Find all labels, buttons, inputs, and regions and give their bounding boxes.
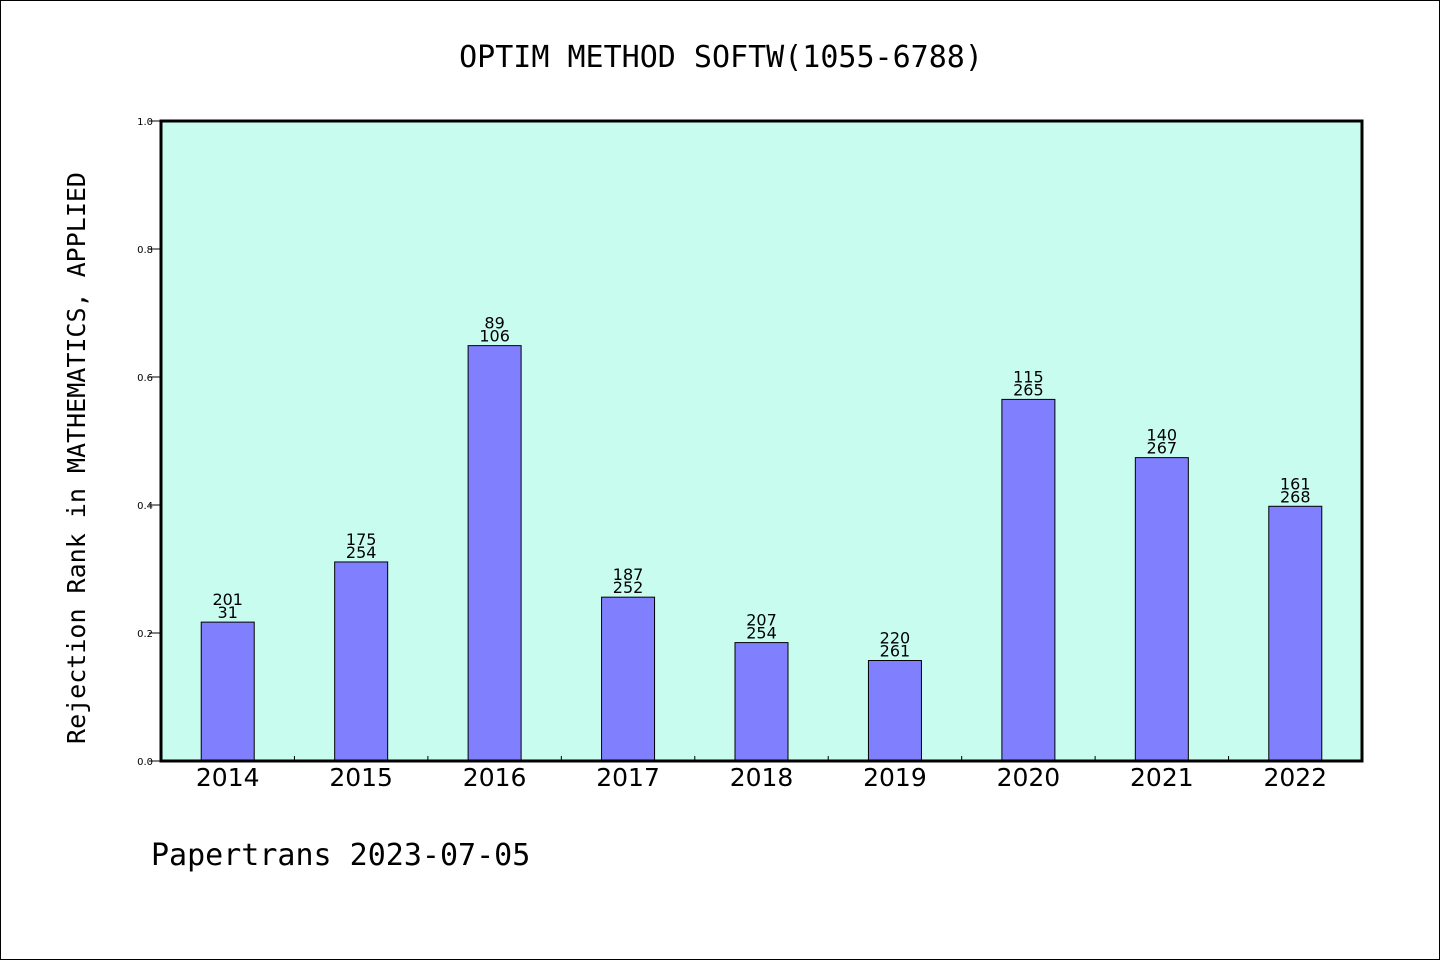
x-tick-label: 2017 bbox=[596, 763, 660, 792]
bar-label-bottom: 265 bbox=[1013, 380, 1044, 399]
y-tick-label: 0.2 bbox=[137, 629, 153, 640]
bar-label-bottom: 261 bbox=[880, 642, 911, 661]
x-tick-label: 2015 bbox=[329, 763, 393, 792]
bar-2022 bbox=[1268, 505, 1323, 762]
y-tick-label: 0.4 bbox=[137, 501, 153, 512]
bar-label-bottom: 268 bbox=[1280, 487, 1311, 506]
bar-2018 bbox=[734, 642, 789, 762]
bar-label-top: 115 bbox=[1013, 367, 1044, 386]
x-tick-label: 2021 bbox=[1130, 763, 1194, 792]
bar-label-top: 140 bbox=[1147, 426, 1178, 445]
bar-label-bottom: 106 bbox=[479, 327, 510, 346]
plot-border bbox=[159, 119, 1364, 763]
bar-label-bottom: 31 bbox=[218, 603, 238, 622]
bar-label-bottom: 267 bbox=[1147, 439, 1178, 458]
x-tick-label: 2018 bbox=[730, 763, 794, 792]
x-tick-label: 2022 bbox=[1263, 763, 1327, 792]
x-tick-label: 2014 bbox=[196, 763, 260, 792]
bar-2015 bbox=[334, 561, 389, 762]
bar-label-top: 207 bbox=[746, 611, 777, 630]
bar-label-top: 201 bbox=[212, 590, 243, 609]
bar-2019 bbox=[867, 660, 922, 762]
footer-credit: Papertrans 2023-07-05 bbox=[151, 838, 530, 873]
x-tick-label: 2019 bbox=[863, 763, 927, 792]
y-tick-label: 0.6 bbox=[137, 373, 153, 384]
bar-label-top: 89 bbox=[484, 314, 504, 333]
bar-label-bottom: 254 bbox=[346, 543, 377, 562]
bar-label-top: 187 bbox=[613, 565, 644, 584]
y-tick-label: 0.8 bbox=[137, 245, 153, 256]
x-tick-label: 2016 bbox=[463, 763, 527, 792]
bar-label-top: 175 bbox=[346, 530, 377, 549]
chart-title: OPTIM METHOD SOFTW(1055-6788) bbox=[459, 40, 983, 75]
bar-2016 bbox=[467, 345, 522, 762]
bar-label-bottom: 254 bbox=[746, 624, 777, 643]
bar-label-top: 161 bbox=[1280, 474, 1311, 493]
bar-2017 bbox=[601, 596, 656, 762]
y-axis-label: Rejection Rank in MATHEMATICS, APPLIED bbox=[62, 172, 91, 744]
bar-2021 bbox=[1134, 457, 1189, 762]
y-axis: 0.0 0.2 0.4 0.6 0.8 1.0 bbox=[137, 117, 161, 768]
bars-layer bbox=[200, 345, 1323, 762]
bar-2014 bbox=[200, 621, 255, 762]
x-tick-label: 2020 bbox=[997, 763, 1061, 792]
x-axis: 2014 2015 2016 2017 2018 2019 2020 2021 2022 bbox=[196, 756, 1327, 792]
y-tick-label: 0.0 bbox=[137, 757, 153, 768]
y-tick-label: 1.0 bbox=[137, 117, 153, 128]
bar-label-top: 220 bbox=[880, 629, 911, 648]
bar-2020 bbox=[1001, 398, 1056, 762]
bar-label-bottom: 252 bbox=[613, 578, 644, 597]
